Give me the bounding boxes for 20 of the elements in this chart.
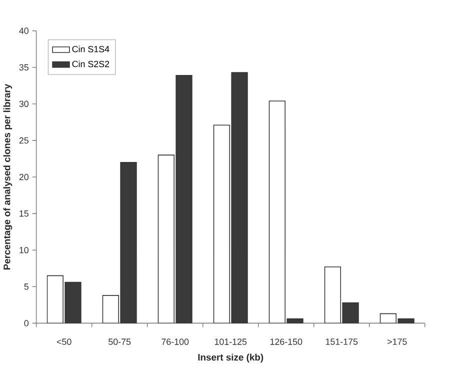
legend-label: Cin S1S4 <box>72 46 110 52</box>
y-tick-label: 30 <box>19 100 29 108</box>
legend-label: Cin S2S2 <box>72 60 110 68</box>
y-tick-label: 0 <box>24 320 29 326</box>
x-tick-label: 101-125 <box>214 338 247 346</box>
x-axis-title: Insert size (kb) <box>198 354 264 363</box>
y-tick-label: 20 <box>19 174 29 180</box>
y-tick-label: 40 <box>19 28 29 34</box>
y-tick-label: 5 <box>24 284 28 290</box>
y-tick-label: 35 <box>19 64 28 71</box>
y-tick-label: 10 <box>20 247 29 254</box>
y-tick-label: 25 <box>19 137 28 144</box>
y-tick-label: 15 <box>20 210 28 217</box>
x-tick-label: >175 <box>388 338 407 345</box>
x-tick-label: 76-100 <box>162 338 189 346</box>
x-tick-label: 126-150 <box>270 338 302 346</box>
x-tick-label: 50-75 <box>108 338 131 346</box>
x-tick-label: 151-175 <box>326 338 358 345</box>
x-tick-label: <50 <box>56 338 72 346</box>
y-axis-title: Percentage of analysed clones per library <box>3 84 12 270</box>
